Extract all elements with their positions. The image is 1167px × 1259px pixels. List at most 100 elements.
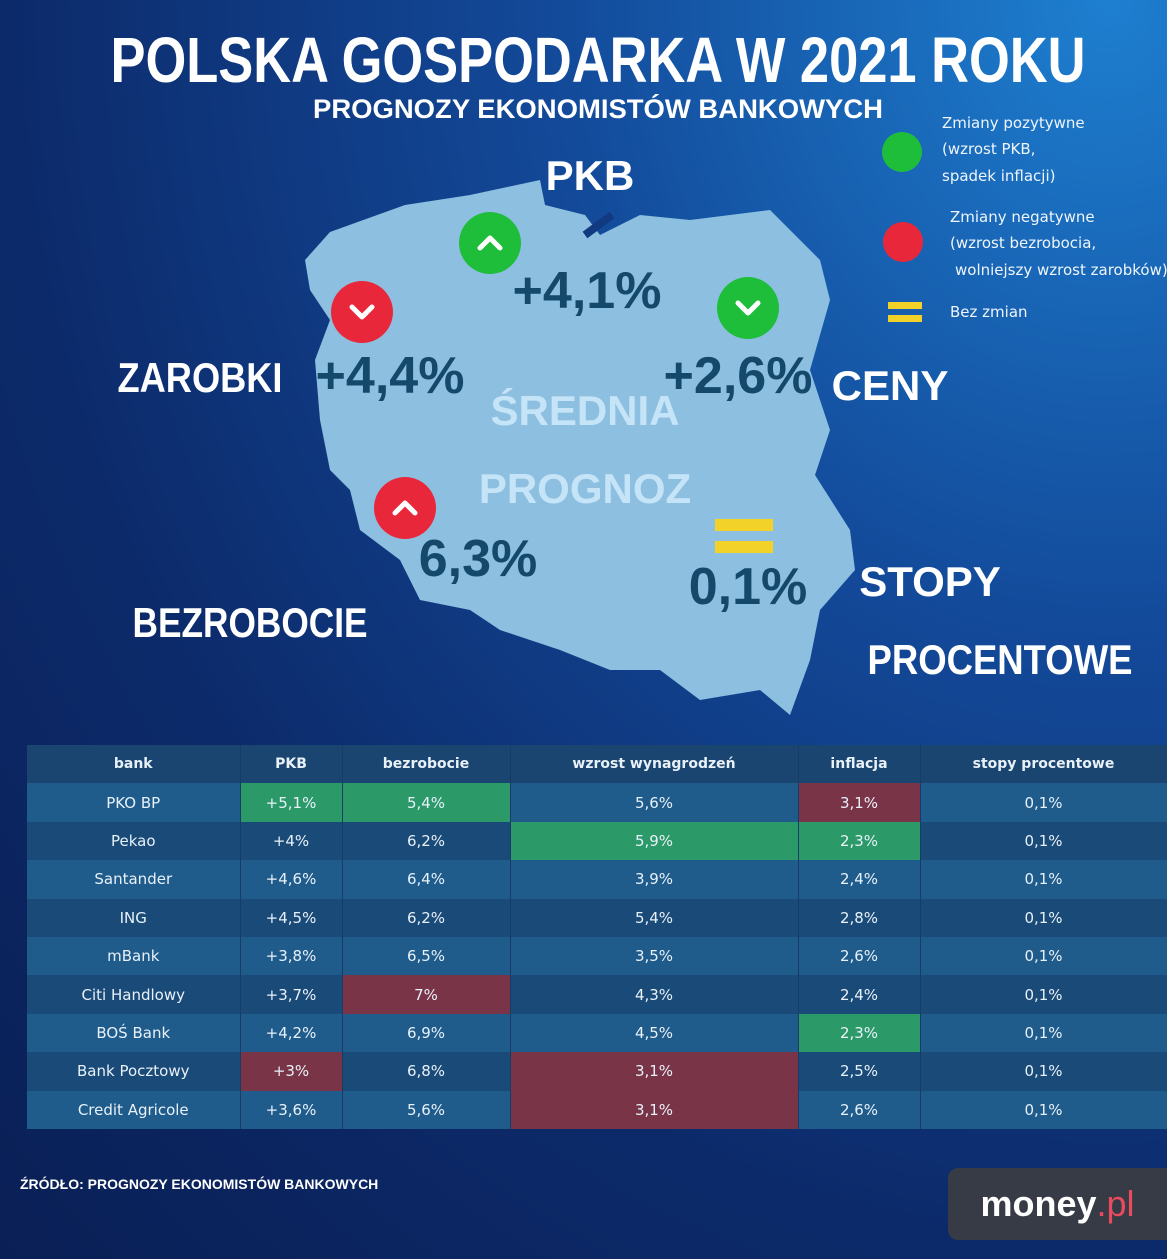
legend-text: (wzrost bezrobocia, — [950, 234, 1096, 252]
table-cell: 0,1% — [920, 1013, 1167, 1053]
indicator-chevron — [477, 235, 503, 251]
table-cell: 2,3% — [798, 1013, 921, 1053]
table-cell: 0,1% — [920, 783, 1167, 822]
table-cell: 2,4% — [798, 860, 921, 899]
equal-sign — [715, 519, 773, 531]
pkb-label: PKB — [546, 152, 635, 199]
table-cell: +3,7% — [240, 975, 343, 1014]
indicator-circle — [331, 281, 393, 343]
table-cell: 3,1% — [510, 1090, 799, 1129]
legend-text: Zmiany negatywne — [950, 208, 1095, 226]
table-cell: 5,4% — [510, 898, 799, 937]
table-cell: 0,1% — [920, 975, 1167, 1014]
table-cell: 0,1% — [920, 898, 1167, 937]
table-cell: 7% — [342, 975, 511, 1014]
logo: money.pl — [948, 1168, 1167, 1240]
legend-positive — [882, 132, 922, 172]
table-cell: 0,1% — [920, 936, 1167, 976]
table-row: ING +4,5% 6,2% 5,4% 2,8% 0,1% — [27, 898, 1167, 937]
bank-table: bank PKB bezrobocie wzrost wynagrodzeń infla… — [27, 745, 1167, 1129]
table-cell: 4,5% — [510, 1013, 799, 1053]
legend-equal — [888, 302, 922, 309]
indicator-chevron — [349, 304, 375, 320]
column-header: PKB — [240, 745, 343, 784]
table-cell: Bank Pocztowy — [27, 1052, 241, 1091]
table-cell: ING — [27, 898, 241, 937]
table-cell: 0,1% — [920, 1090, 1167, 1129]
legend-equal — [888, 315, 922, 322]
table-cell: 5,9% — [510, 821, 799, 861]
table-cell: 0,1% — [920, 860, 1167, 899]
table-cell: 3,1% — [510, 1052, 799, 1091]
table-cell: 2,4% — [798, 975, 921, 1014]
table-cell: +3,8% — [240, 936, 343, 976]
center-label: PROGNOZ — [479, 465, 691, 512]
table-cell: Citi Handlowy — [27, 975, 241, 1014]
column-header: stopy procentowe — [920, 745, 1167, 784]
legend-negative — [883, 222, 923, 262]
table-cell: 6,2% — [342, 898, 511, 937]
table-cell: 2,6% — [798, 936, 921, 976]
column-header: bezrobocie — [342, 745, 511, 784]
table-cell: +3% — [240, 1052, 343, 1091]
table-cell: PKO BP — [27, 783, 241, 822]
table-row: Credit Agricole +3,6% 5,6% 3,1% 2,6% 0,1% — [27, 1090, 1167, 1129]
table-cell: +3,6% — [240, 1090, 343, 1129]
pkb-value: +4,1% — [513, 262, 662, 320]
table-cell: 3,9% — [510, 860, 799, 899]
map-area: POLSKA GOSPODARKA W 2021 ROKU PROGNOZY E… — [133, 114, 1167, 715]
table-cell: Santander — [27, 860, 241, 899]
legend: Zmiany pozytywne (wzrost PKB, spadek inf… — [882, 114, 1167, 322]
coast-line — [582, 211, 615, 239]
table-cell: +4,5% — [240, 898, 343, 937]
equal-sign — [715, 541, 773, 553]
indicator-chevron — [392, 500, 418, 516]
legend-text: Zmiany pozytywne — [942, 114, 1085, 132]
table-row: Bank Pocztowy +3% 6,8% 3,1% 2,5% 0,1% — [27, 1052, 1167, 1091]
ceny-label: CENY — [832, 362, 949, 409]
table-cell: 3,1% — [798, 783, 921, 822]
table-cell: 6,8% — [342, 1052, 511, 1091]
table-row: Citi Handlowy +3,7% 7% 4,3% 2,4% 0,1% — [27, 975, 1167, 1014]
table-cell: 5,6% — [510, 783, 799, 822]
table-cell: 2,5% — [798, 1052, 921, 1091]
table-cell: Credit Agricole — [27, 1090, 241, 1129]
table-row: mBank +3,8% 6,5% 3,5% 2,6% 0,1% — [27, 936, 1167, 976]
legend-text: (wzrost PKB, — [942, 140, 1035, 158]
table-cell: 2,8% — [798, 898, 921, 937]
indicator-chevron — [735, 300, 761, 316]
poland-map — [305, 180, 855, 715]
legend-text: wolniejszy wzrost zarobków) — [955, 261, 1167, 279]
bezrobocie-value: 6,3% — [419, 530, 538, 588]
zarobki-value: +4,4% — [316, 347, 465, 405]
table-row: PKO BP +5,1% 5,4% 5,6% 3,1% 0,1% — [27, 783, 1167, 822]
table-cell: 0,1% — [920, 821, 1167, 861]
bezrobocie-label: BEZROBOCIE — [133, 599, 368, 646]
indicator-circle — [717, 277, 779, 339]
column-header: bank — [27, 745, 241, 784]
logo-suffix: .pl — [1096, 1183, 1135, 1224]
stopy-label: STOPY — [859, 558, 1001, 605]
ceny-value: +2,6% — [664, 347, 813, 405]
column-header: inflacja — [798, 745, 921, 784]
table-cell: BOŚ Bank — [27, 1013, 241, 1053]
table-cell: 6,4% — [342, 860, 511, 899]
table-cell: 2,3% — [798, 821, 921, 861]
table-cell: 6,2% — [342, 821, 511, 861]
table-cell: 6,9% — [342, 1013, 511, 1053]
table-cell: +5,1% — [240, 783, 343, 822]
table-cell: mBank — [27, 936, 241, 976]
table-row: Santander +4,6% 6,4% 3,9% 2,4% 0,1% — [27, 860, 1167, 899]
logo-name: money — [980, 1183, 1097, 1224]
source: ŹRÓDŁO: PROGNOZY EKONOMISTÓW BANKOWYCH — [20, 1176, 379, 1192]
stopy-value: 0,1% — [689, 558, 808, 616]
table-row: Pekao +4% 6,2% 5,9% 2,3% 0,1% — [27, 821, 1167, 861]
legend-text: spadek inflacji) — [942, 167, 1055, 185]
header-row: bank PKB bezrobocie wzrost wynagrodzeń infla… — [27, 745, 1167, 784]
table-cell: 3,5% — [510, 936, 799, 976]
table-cell: 4,3% — [510, 975, 799, 1014]
table-cell: 6,5% — [342, 936, 511, 976]
table-cell: 2,6% — [798, 1090, 921, 1129]
table-row: BOŚ Bank +4,2% 6,9% 4,5% 2,3% 0,1% — [27, 1013, 1167, 1053]
